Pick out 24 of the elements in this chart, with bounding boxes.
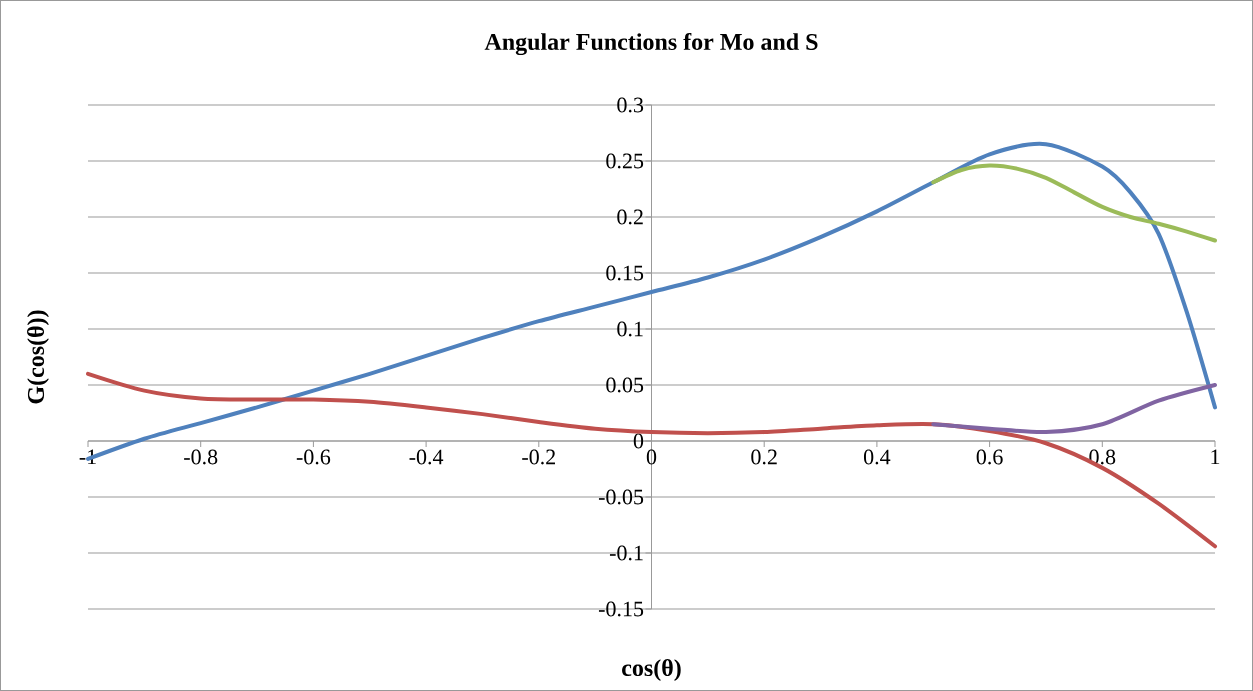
y-tick-label: 0.1 [617,321,643,337]
x-tick-label: 0.4 [863,449,891,465]
x-tick-label: -0.6 [296,449,331,465]
x-tick-label: 0.2 [751,449,777,465]
y-axis-title: G(cos(θ)) [27,310,49,404]
x-tick-label: -0.4 [409,449,444,465]
y-tick-label: 0.15 [606,265,644,281]
x-axis-title: cos(θ) [622,659,681,681]
x-tick-label: 0 [646,449,657,465]
y-tick-label: -0.15 [598,601,644,617]
y-tick-label: 0.25 [606,153,644,169]
x-tick-label: 1 [1211,449,1220,465]
line-series [931,163,1217,243]
y-tick-label: 0.05 [606,377,644,393]
chart-title: Angular Functions for Mo and S [484,32,818,56]
y-tick-label: -0.05 [598,489,644,505]
y-tick-label: -0.1 [609,545,643,561]
line-series [931,383,1217,435]
x-tick-label: -0.2 [522,449,555,465]
x-tick-label: -0.8 [184,449,218,465]
x-tick-label: 0.6 [976,449,1003,465]
y-tick-label: 0.3 [617,97,644,113]
y-tick-label: 0 [633,433,644,449]
y-tick-label: 0.2 [617,209,643,225]
